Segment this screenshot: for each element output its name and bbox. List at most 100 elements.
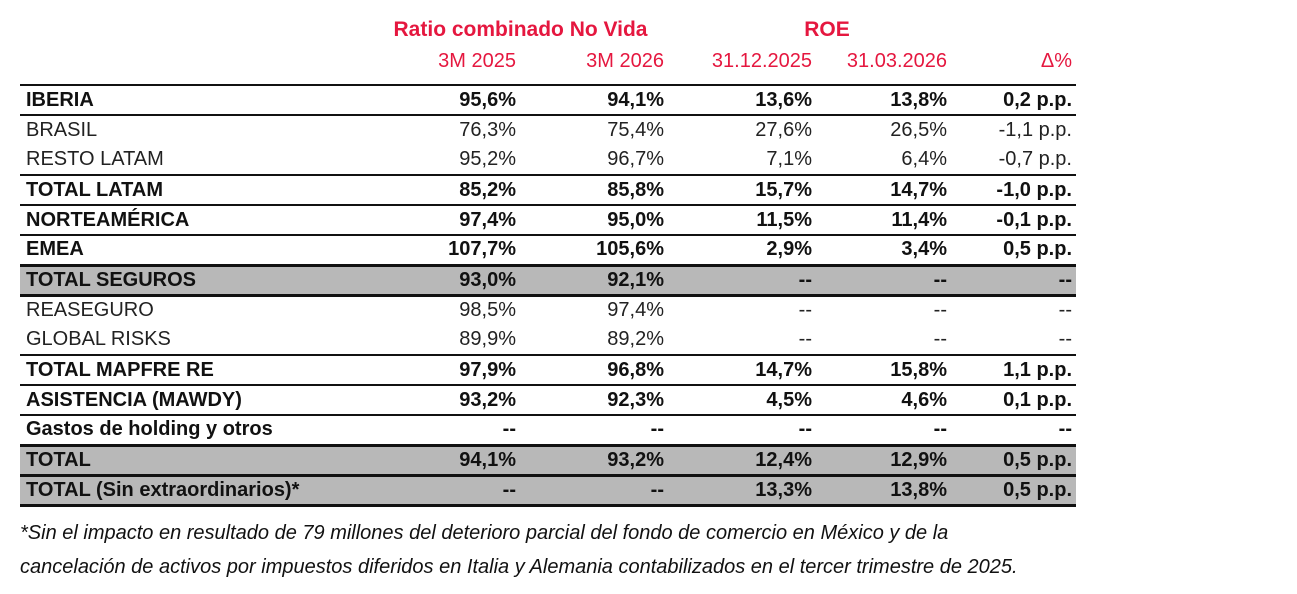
row-label: TOTAL LATAM <box>20 174 373 205</box>
table-cell: 1,1 p.p. <box>951 354 1076 385</box>
table-cell: 92,3% <box>520 384 668 415</box>
table-cell: -- <box>668 293 816 325</box>
table-cell: -- <box>816 263 951 295</box>
table-cell: 13,6% <box>668 84 816 115</box>
table-cell: -- <box>798 328 812 350</box>
table-cell: 0,5 p.p. <box>951 234 1076 265</box>
row-label: REASEGURO <box>20 293 373 325</box>
table-cell: 14,7% <box>816 174 951 205</box>
table-cell: 0,5 p.p. <box>951 473 1076 507</box>
table-cell: 13,8% <box>816 473 951 507</box>
table-cell: 95,0% <box>520 204 668 235</box>
row-label: Gastos de holding y otros <box>20 414 373 445</box>
table-cell: 12,4% <box>668 443 816 475</box>
table-cell: 76,3% <box>373 114 520 145</box>
table-row: Gastos de holding y otros -- -- -- -- -- <box>20 414 1076 445</box>
table-cell: 93,2% <box>373 384 520 415</box>
table-cell: 4,6% <box>816 384 951 415</box>
table-cell: 12,9% <box>816 443 951 475</box>
table-cell: -- <box>933 328 947 350</box>
table-cell: -- <box>951 293 1076 325</box>
table-cell: 94,1% <box>373 443 520 475</box>
table-cell: 96,7% <box>607 148 664 170</box>
table-cell: 15,8% <box>816 354 951 385</box>
table-cell: 7,1% <box>766 148 812 170</box>
table-cell: -- <box>816 414 951 445</box>
table-cell: -- <box>520 473 668 507</box>
table-cell: -0,7 p.p. <box>998 148 1072 170</box>
table-cell: 107,7% <box>373 234 520 265</box>
table-row: TOTAL MAPFRE RE 97,9% 96,8% 14,7% 15,8% 1,1 p… <box>20 354 1076 385</box>
table-cell: -- <box>373 414 520 445</box>
table-row: TOTAL SEGUROS 93,0% 92,1% -- -- -- <box>20 263 1076 295</box>
table-row: ASISTENCIA (MAWDY) 93,2% 92,3% 4,5% 4,6% 0,1 … <box>20 384 1076 415</box>
row-label: RESTO LATAM <box>26 148 164 170</box>
table-row: RESTO LATAM 95,2% 96,7% 7,1% 6,4% -0,7 p.p. <box>20 145 1076 175</box>
table-cell: -- <box>951 263 1076 295</box>
table-cell: 97,4% <box>520 293 668 325</box>
footnote-line-2: cancelación de activos por impuestos dif… <box>20 556 1018 578</box>
table-cell: 0,5 p.p. <box>951 443 1076 475</box>
row-label: TOTAL <box>20 443 373 475</box>
data-table: IBERIA 95,6% 94,1% 13,6% 13,8% 0,2 p.p. BRASIL… <box>20 84 1076 507</box>
row-label: NORTEAMÉRICA <box>20 204 373 235</box>
table-row: TOTAL (Sin extraordinarios)* -- -- 13,3% 13,… <box>20 473 1076 507</box>
table-cell: -0,1 p.p. <box>951 204 1076 235</box>
column-headers: 3M 2025 3M 2026 31.12.2025 31.03.2026 Δ% <box>20 50 1076 84</box>
row-label: TOTAL (Sin extraordinarios)* <box>20 473 373 507</box>
table-cell: 15,7% <box>668 174 816 205</box>
table-cell: -1,0 p.p. <box>951 174 1076 205</box>
table-cell: 85,8% <box>520 174 668 205</box>
table-cell: 95,6% <box>373 84 520 115</box>
table-row: GLOBAL RISKS 89,9% 89,2% -- -- -- <box>20 325 1076 355</box>
table-cell: 89,9% <box>459 328 516 350</box>
table-row: BRASIL 76,3% 75,4% 27,6% 26,5% -1,1 p.p. <box>20 114 1076 145</box>
table-cell: 26,5% <box>816 114 951 145</box>
table-row: TOTAL 94,1% 93,2% 12,4% 12,9% 0,5 p.p. <box>20 443 1076 475</box>
table-row: NORTEAMÉRICA 97,4% 95,0% 11,5% 11,4% -0,1 p.p… <box>20 204 1076 235</box>
table-cell: 11,5% <box>668 204 816 235</box>
group-header-roe: ROE <box>804 18 850 41</box>
table-cell: -- <box>520 414 668 445</box>
footnote-line-1: *Sin el impacto en resultado de 79 millo… <box>20 522 949 544</box>
table-cell: -- <box>1058 328 1072 350</box>
row-label: ASISTENCIA (MAWDY) <box>20 384 373 415</box>
table-cell: 93,0% <box>373 263 520 295</box>
table-cell: 98,5% <box>373 293 520 325</box>
row-label: TOTAL MAPFRE RE <box>20 354 373 385</box>
table-row: REASEGURO 98,5% 97,4% -- -- -- <box>20 293 1076 325</box>
table-cell: -1,1 p.p. <box>951 114 1076 145</box>
table-cell: 75,4% <box>520 114 668 145</box>
table-cell: 105,6% <box>520 234 668 265</box>
row-label: IBERIA <box>20 84 373 115</box>
table-cell: 94,1% <box>520 84 668 115</box>
table-cell: 2,9% <box>668 234 816 265</box>
row-label: TOTAL SEGUROS <box>20 263 373 295</box>
col-header-roe-dec: 31.12.2025 <box>711 50 812 72</box>
col-header-roe-mar: 31.03.2026 <box>846 50 947 72</box>
table-cell: -- <box>373 473 520 507</box>
row-label: BRASIL <box>20 114 373 145</box>
table-cell: 92,1% <box>520 263 668 295</box>
table-cell: 13,8% <box>816 84 951 115</box>
table-cell: 4,5% <box>668 384 816 415</box>
table-cell: 3,4% <box>816 234 951 265</box>
table-cell: 0,2 p.p. <box>951 84 1076 115</box>
table-cell: 97,4% <box>373 204 520 235</box>
table-cell: 97,9% <box>373 354 520 385</box>
table-cell: -- <box>668 263 816 295</box>
table-cell: 6,4% <box>901 148 947 170</box>
table-cell: 96,8% <box>520 354 668 385</box>
table-row: TOTAL LATAM 85,2% 85,8% 15,7% 14,7% -1,0 p.p. <box>20 174 1076 205</box>
row-label: EMEA <box>20 234 373 265</box>
table-cell: 89,2% <box>607 328 664 350</box>
table-cell: 85,2% <box>373 174 520 205</box>
table-cell: -- <box>951 414 1076 445</box>
row-label: GLOBAL RISKS <box>26 328 171 350</box>
table-row: IBERIA 95,6% 94,1% 13,6% 13,8% 0,2 p.p. <box>20 84 1076 115</box>
table-cell: 14,7% <box>668 354 816 385</box>
table-cell: 27,6% <box>668 114 816 145</box>
col-header-3m-2025: 3M 2025 <box>438 50 516 72</box>
table-cell: 0,1 p.p. <box>951 384 1076 415</box>
table-row: EMEA 107,7% 105,6% 2,9% 3,4% 0,5 p.p. <box>20 234 1076 265</box>
